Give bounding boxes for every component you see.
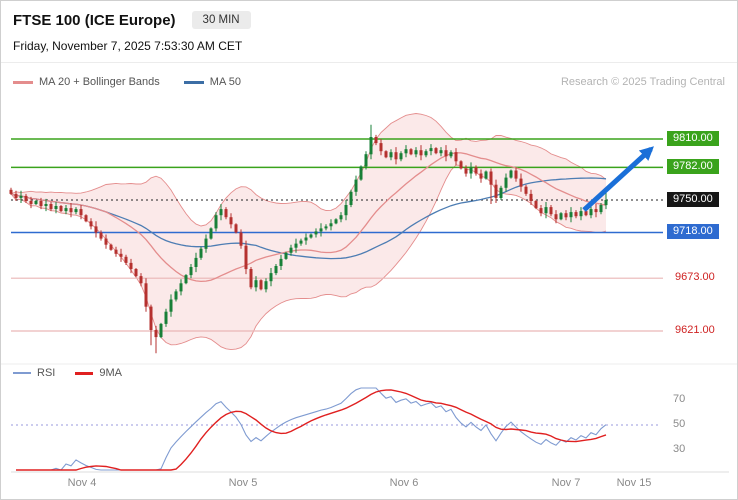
ma20-line-swatch-icon <box>13 80 33 84</box>
x-axis-date-label: Nov 5 <box>228 477 258 489</box>
rsi-line-swatch-icon <box>13 372 31 374</box>
research-credit: Research © 2025 Trading Central <box>560 76 725 88</box>
rsi-legend: RSI 9MA <box>13 367 122 379</box>
bollinger-band-fill <box>11 113 606 350</box>
resistance-level-label: 9782.00 <box>667 159 719 175</box>
last-price-label: 9750.00 <box>667 191 719 207</box>
legend-item-ma50: MA 50 <box>183 76 241 88</box>
ma50-legend-label: MA 50 <box>209 76 241 88</box>
x-axis-date-label: Nov 6 <box>389 477 419 489</box>
header: FTSE 100 (ICE Europe) 30 MIN Friday, Nov… <box>1 1 737 63</box>
legend-item-9ma: 9MA <box>75 367 122 379</box>
timeframe-badge[interactable]: 30 MIN <box>191 11 251 29</box>
title-row: FTSE 100 (ICE Europe) 30 MIN <box>13 11 725 29</box>
rsi-axis-tick: 50 <box>673 418 686 430</box>
ma20-line <box>10 152 607 283</box>
forecast-up-arrow <box>582 146 654 212</box>
main-chart-legend: MA 20 + Bollinger Bands MA 50 Research ©… <box>1 63 737 88</box>
timestamp: Friday, November 7, 2025 7:53:30 AM CET <box>13 39 243 53</box>
rsi-legend-label: RSI <box>37 367 56 379</box>
instrument-title: FTSE 100 (ICE Europe) <box>13 11 176 29</box>
ma20-legend-label: MA 20 + Bollinger Bands <box>39 76 160 88</box>
legend-item-ma20-bollinger: MA 20 + Bollinger Bands <box>13 76 160 88</box>
rsi-axis-tick: 70 <box>673 393 686 405</box>
support-level-label: 9621.00 <box>675 324 715 336</box>
x-axis-date-label: Nov 4 <box>67 477 97 489</box>
resistance-level-label: 9810.00 <box>667 131 719 146</box>
price-and-rsi-chart-svg <box>1 113 737 473</box>
support-level-label: 9673.00 <box>675 271 715 284</box>
rsi-9ma-line-swatch-icon <box>75 371 94 375</box>
rsi-9ma-line <box>16 389 607 471</box>
ma50-line-swatch-icon <box>183 80 204 84</box>
rsi-line <box>16 387 607 471</box>
bollinger-lower-line <box>10 164 607 351</box>
support-level-label: 9718.00 <box>667 224 719 240</box>
x-axis-date-label: Nov 15 <box>616 477 652 489</box>
bollinger-upper-line <box>10 113 607 227</box>
ma50-line <box>10 177 607 260</box>
rsi-9ma-legend-label: 9MA <box>99 367 122 379</box>
x-axis-date-label: Nov 7 <box>551 477 581 489</box>
legend-item-rsi: RSI <box>13 367 55 379</box>
rsi-axis-tick: 30 <box>673 443 686 455</box>
